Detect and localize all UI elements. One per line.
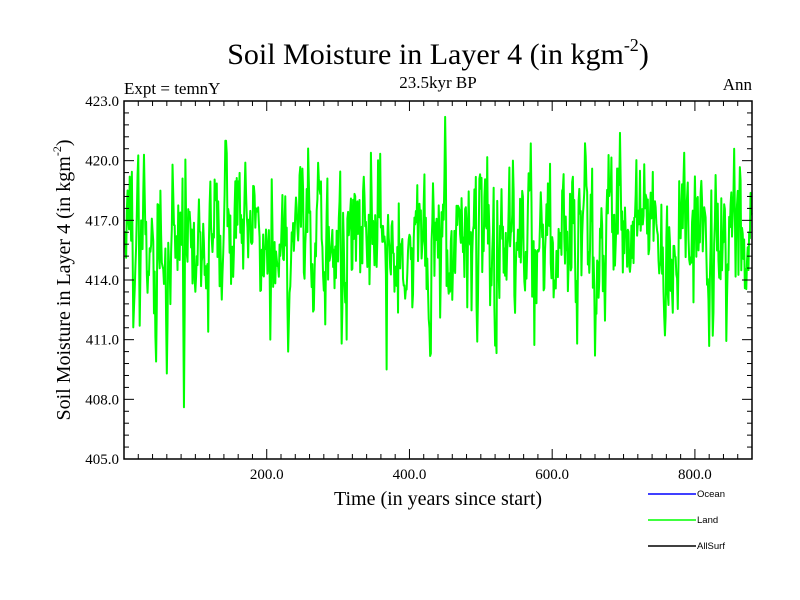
chart-subtitle: 23.5kyr BP [399,73,476,92]
experiment-label: Expt = temnY [124,79,220,98]
x-tick-label: 600.0 [535,467,569,483]
period-label: Ann [723,75,753,94]
y-tick-label: 420.0 [85,154,119,170]
y-tick-label: 417.0 [85,213,119,229]
chart-title: Soil Moisture in Layer 4 (in kgm-2) [227,35,649,71]
x-tick-label: 800.0 [678,467,712,483]
series-land-line [123,115,753,409]
y-tick-label: 423.0 [85,94,119,110]
y-tick-label: 408.0 [85,392,119,408]
tick-layer [124,100,752,460]
y-tick-label: 414.0 [85,273,119,289]
tick-label-layer: 200.0 400.0 600.0 800.0 405.0 408.0 411.0 414.0… [85,94,712,483]
x-tick-label: 400.0 [393,467,427,483]
legend: Ocean Land AllSurf [648,489,725,552]
y-axis-label: Soil Moisture in Layer 4 (in kgm-2) [50,139,75,420]
legend-label-ocean: Ocean [697,489,725,500]
legend-label-land: Land [697,515,718,526]
y-tick-label: 405.0 [85,452,119,468]
x-axis-label: Time (in years since start) [334,488,542,510]
series-layer [123,115,753,409]
legend-label-allsurf: AllSurf [697,541,725,552]
y-tick-label: 411.0 [86,333,119,349]
plot-frame [123,100,753,460]
x-tick-label: 200.0 [250,467,284,483]
